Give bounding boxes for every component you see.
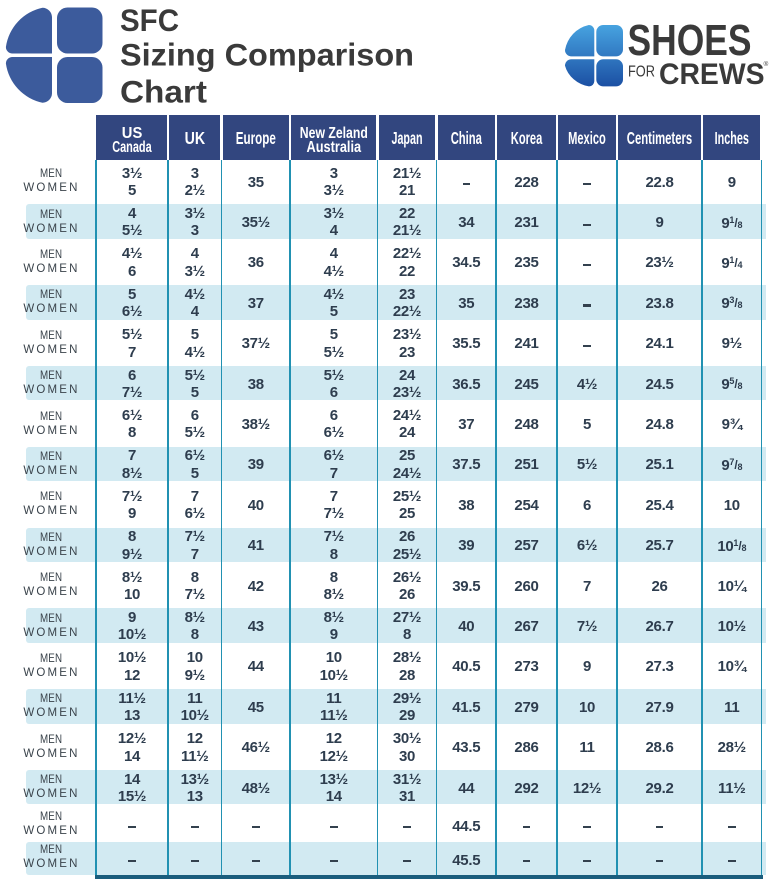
- svg-text:SFC: SFC: [120, 2, 179, 38]
- svg-text:US: US: [122, 125, 143, 142]
- svg-text:UK: UK: [185, 128, 206, 148]
- svg-text:Mexico: Mexico: [568, 128, 606, 148]
- svg-text:New Zeland: New Zeland: [300, 125, 368, 142]
- svg-text:Canada: Canada: [112, 139, 152, 156]
- svg-text:CREWS: CREWS: [659, 58, 765, 91]
- svg-text:China: China: [451, 128, 482, 148]
- svg-text:®: ®: [764, 60, 769, 68]
- svg-text:Australia: Australia: [307, 139, 362, 156]
- svg-text:Japan: Japan: [392, 128, 423, 148]
- svg-text:Sizing Comparison: Sizing Comparison: [120, 37, 414, 73]
- svg-text:Centimeters: Centimeters: [627, 128, 693, 148]
- svg-text:Chart: Chart: [120, 74, 208, 110]
- svg-text:Inches: Inches: [715, 128, 749, 148]
- svg-text:Korea: Korea: [511, 128, 543, 148]
- svg-text:SHOES: SHOES: [628, 17, 752, 65]
- svg-text:Europe: Europe: [236, 128, 276, 148]
- svg-text:FOR: FOR: [628, 64, 655, 81]
